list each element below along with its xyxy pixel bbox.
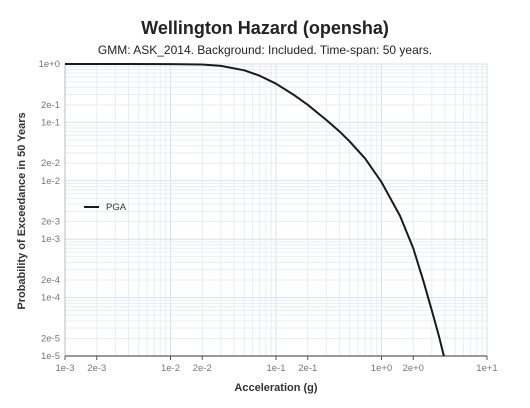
y-tick-label: 2e-1 [41,100,60,111]
x-tick-label: 2e-1 [298,363,317,374]
x-tick-label: 1e-3 [55,363,74,374]
y-tick-label: 1e+0 [39,59,60,70]
x-tick-label: 1e-1 [266,363,285,374]
x-tick-label: 1e+1 [476,363,497,374]
y-tick-label: 1e-2 [41,176,60,187]
y-tick-label: 2e-4 [41,275,60,286]
y-tick-label: 2e-2 [41,158,60,169]
y-tick-label: 1e-3 [41,234,60,245]
chart-title: Wellington Hazard (opensha) [141,18,389,38]
x-tick-label: 2e+0 [403,363,424,374]
chart-subtitle: GMM: ASK_2014. Background: Included. Tim… [97,43,433,57]
y-axis-label: Probability of Exceedance in 50 Years [16,112,28,310]
legend-label: PGA [106,202,127,213]
x-axis-label: Acceleration (g) [234,382,318,394]
x-tick-label: 2e-3 [87,363,106,374]
y-tick-label: 1e-4 [41,293,60,304]
y-tick-label: 1e-5 [41,351,60,362]
x-tick-label: 1e-2 [161,363,180,374]
x-tick-label: 1e+0 [371,363,392,374]
y-tick-label: 2e-3 [41,217,60,228]
y-tick-label: 2e-5 [41,333,60,344]
series-line-pga [65,63,445,357]
x-tick-label: 2e-2 [193,363,212,374]
y-tick-label: 1e-1 [41,117,60,128]
